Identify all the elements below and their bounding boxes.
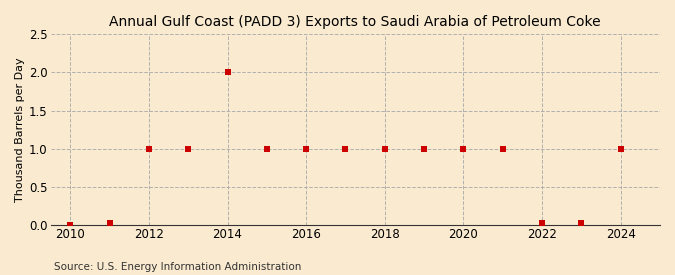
Point — [65, 223, 76, 227]
Point — [183, 147, 194, 151]
Point — [340, 147, 351, 151]
Y-axis label: Thousand Barrels per Day: Thousand Barrels per Day — [15, 57, 25, 202]
Point — [418, 147, 429, 151]
Point — [104, 221, 115, 225]
Point — [144, 147, 155, 151]
Text: Source: U.S. Energy Information Administration: Source: U.S. Energy Information Administ… — [54, 262, 301, 272]
Point — [222, 70, 233, 75]
Point — [576, 221, 587, 225]
Point — [379, 147, 390, 151]
Point — [261, 147, 272, 151]
Title: Annual Gulf Coast (PADD 3) Exports to Saudi Arabia of Petroleum Coke: Annual Gulf Coast (PADD 3) Exports to Sa… — [109, 15, 601, 29]
Point — [537, 221, 547, 225]
Point — [616, 147, 626, 151]
Point — [301, 147, 312, 151]
Point — [458, 147, 469, 151]
Point — [497, 147, 508, 151]
